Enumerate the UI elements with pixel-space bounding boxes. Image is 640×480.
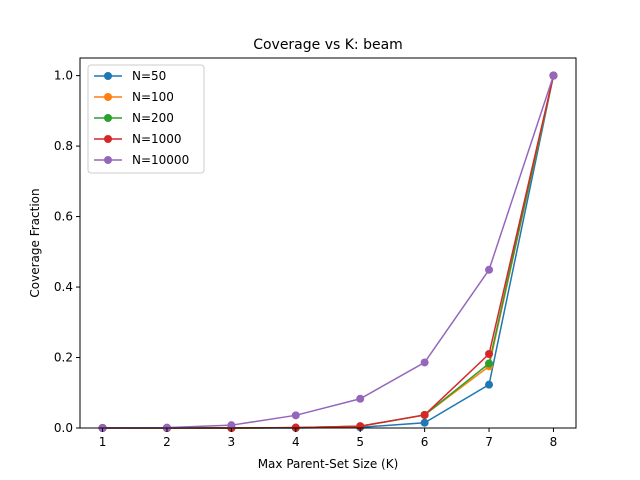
x-tick-label: 3 <box>228 435 236 449</box>
x-tick-label: 6 <box>421 435 429 449</box>
x-tick-label: 5 <box>356 435 364 449</box>
legend-item: N=200 <box>94 111 174 125</box>
legend-label: N=50 <box>132 69 166 83</box>
data-point <box>485 350 494 358</box>
x-tick-label: 2 <box>163 435 171 449</box>
x-tick-label: 1 <box>99 435 107 449</box>
legend-label: N=1000 <box>132 132 182 146</box>
legend-marker <box>104 93 112 101</box>
y-axis: 0.0 0.2 0.4 0.6 0.8 1.0 <box>54 69 80 435</box>
legend-item: N=10000 <box>94 153 189 167</box>
data-point <box>420 410 429 419</box>
legend-item: N=1000 <box>94 132 182 146</box>
legend: N=50 N=100 N=200 N=1000 N=10000 <box>87 64 205 174</box>
legend-item: N=50 <box>94 69 166 83</box>
data-point <box>420 418 429 427</box>
data-point <box>420 358 429 367</box>
data-point <box>485 265 494 274</box>
x-axis-label: Max Parent-Set Size (K) <box>258 457 399 471</box>
data-point <box>485 380 494 389</box>
legend-marker <box>104 72 112 80</box>
plot-frame <box>79 57 577 429</box>
y-tick-label: 0.2 <box>54 351 73 365</box>
x-tick-label: 4 <box>292 435 300 449</box>
legend-item: N=100 <box>94 90 174 104</box>
legend-label: N=200 <box>132 111 174 125</box>
y-tick-label: 0.8 <box>54 139 73 153</box>
y-tick-label: 1.0 <box>54 69 73 83</box>
y-tick-label: 0.6 <box>54 210 73 224</box>
legend-marker <box>104 156 112 164</box>
y-tick-label: 0.4 <box>54 280 73 294</box>
legend-marker <box>104 114 112 122</box>
legend-label: N=10000 <box>132 153 189 167</box>
chart-title: Coverage vs K: beam <box>253 37 403 53</box>
legend-box <box>87 64 205 174</box>
data-point <box>227 421 236 430</box>
y-axis-label: Coverage Fraction <box>28 188 42 297</box>
y-tick-label: 0.0 <box>54 421 73 435</box>
data-point <box>485 359 494 368</box>
series-line <box>102 75 555 429</box>
legend-marker <box>104 135 112 143</box>
x-tick-label: 7 <box>485 435 493 449</box>
data-point <box>549 71 558 80</box>
x-tick-label: 8 <box>550 435 558 449</box>
legend-label: N=100 <box>132 90 174 104</box>
x-axis: 1 2 3 4 5 6 7 8 <box>99 428 558 449</box>
data-point <box>291 411 300 420</box>
data-point <box>356 394 365 403</box>
